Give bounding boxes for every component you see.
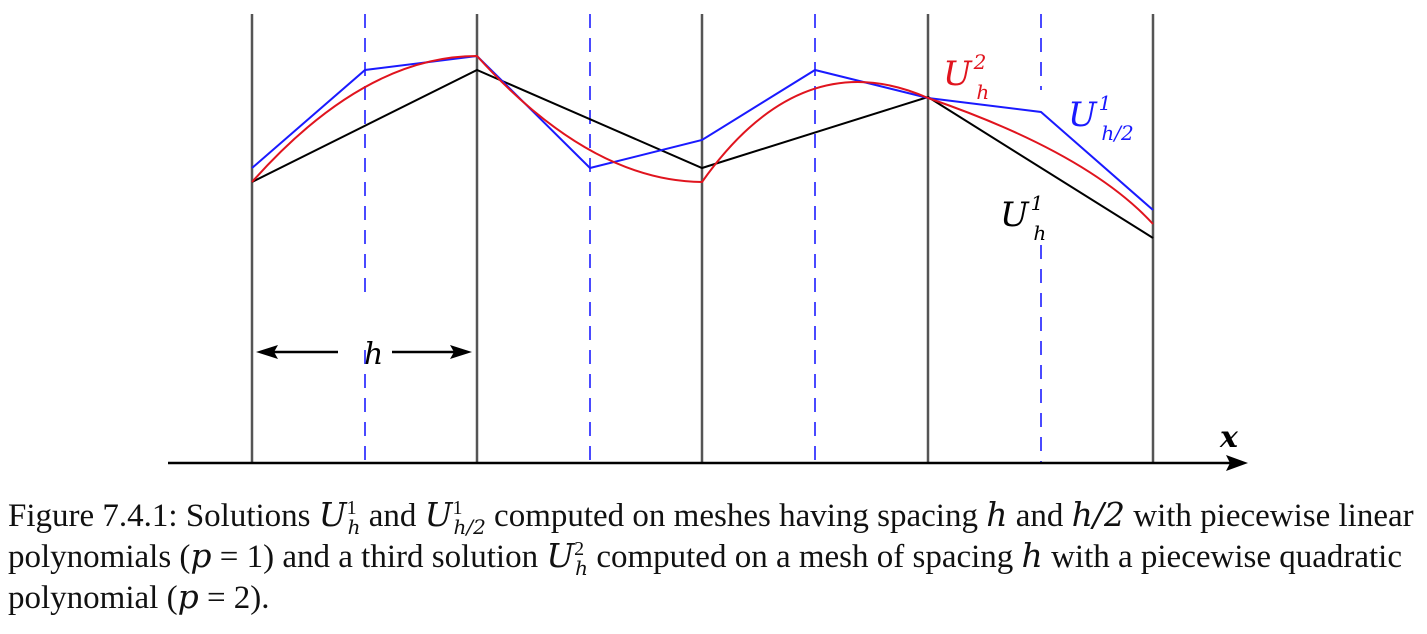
label-u-h2-sub: h xyxy=(976,80,989,104)
caption-u1-base: U xyxy=(318,495,347,534)
caption-u1-sup: 1 xyxy=(346,497,357,519)
label-u-h2-half-sup: 1 xyxy=(1099,91,1112,115)
mesh-lines xyxy=(250,14,1155,463)
caption-p: p xyxy=(177,577,199,616)
caption-text: with a piecewise quadratic polynomial ( xyxy=(8,539,1402,616)
label-u-h1-base: U xyxy=(1000,195,1030,235)
label-u-h2-base: U xyxy=(943,54,973,94)
label-u-h2-half: U 1 h/2 xyxy=(1068,91,1134,145)
caption-h: h xyxy=(986,495,1008,534)
spacing-arrowhead-right xyxy=(450,345,472,359)
caption-text: computed on meshes having spacing xyxy=(485,498,987,534)
caption-h-half: h/2 xyxy=(1071,495,1125,534)
caption-p: p xyxy=(190,536,212,575)
caption-text: computed on a mesh of spacing xyxy=(588,539,1022,575)
caption-u2-base: U xyxy=(424,495,453,534)
label-u-h2-half-sub: h/2 xyxy=(1101,121,1133,145)
caption-text: and xyxy=(360,498,425,534)
caption-u3-sup: 2 xyxy=(574,538,585,560)
label-u-h2-half-base: U xyxy=(1068,95,1098,135)
curve-u-h1 xyxy=(251,68,1154,239)
caption-text: = 1) and a third solution xyxy=(211,539,547,575)
curve-u-h2-half xyxy=(251,54,1154,211)
caption-text: = 2). xyxy=(198,580,270,616)
caption-text: with piecewise linear polynomials ( xyxy=(8,498,1414,575)
x-axis-arrowhead xyxy=(1226,455,1248,471)
figure-caption: Figure 7.4.1: Solutions U1h and U1h/2 co… xyxy=(8,495,1420,618)
caption-u1-sub: h xyxy=(347,514,361,539)
caption-u3-base: U xyxy=(546,536,575,575)
label-u-h2-sup: 2 xyxy=(973,50,987,74)
caption-u2-sub: h/2 xyxy=(453,514,486,539)
curve-u-h2 xyxy=(251,54,1154,225)
x-axis-label: x xyxy=(1219,420,1239,455)
caption-h: h xyxy=(1021,536,1043,575)
spacing-arrowhead-left xyxy=(256,345,278,359)
spacing-label: h xyxy=(364,337,383,372)
caption-u3-sub: h xyxy=(575,555,589,580)
label-u-h1-sub: h xyxy=(1033,221,1046,245)
label-u-h1-sup: 1 xyxy=(1031,191,1044,215)
caption-u2-sup: 1 xyxy=(452,497,463,519)
caption-text: and xyxy=(1007,498,1072,534)
caption-text: Figure 7.4.1: Solutions xyxy=(8,498,319,534)
